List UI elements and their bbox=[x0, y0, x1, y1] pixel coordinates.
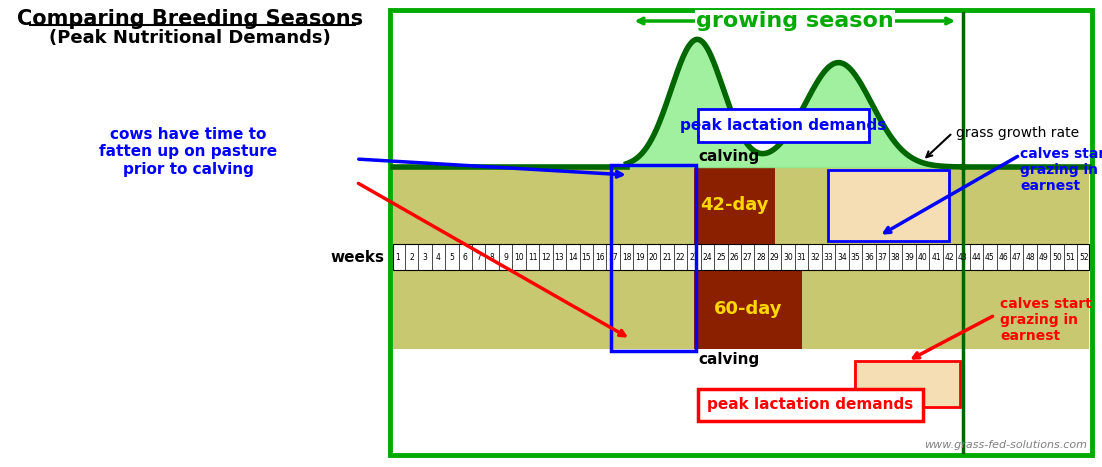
Text: 33: 33 bbox=[823, 253, 833, 262]
Text: grass growth rate: grass growth rate bbox=[955, 126, 1079, 140]
Text: 32: 32 bbox=[810, 253, 820, 262]
Bar bbox=[393, 257, 1089, 349]
Text: 52: 52 bbox=[1079, 253, 1089, 262]
Text: calving: calving bbox=[698, 352, 759, 367]
Text: 10: 10 bbox=[515, 253, 523, 262]
Text: 3: 3 bbox=[422, 253, 428, 262]
Text: 28: 28 bbox=[756, 253, 766, 262]
Bar bbox=[612, 165, 696, 351]
Text: 40: 40 bbox=[918, 253, 928, 262]
Text: 9: 9 bbox=[504, 253, 508, 262]
Text: 12: 12 bbox=[541, 253, 551, 262]
Text: 47: 47 bbox=[1012, 253, 1022, 262]
Text: 46: 46 bbox=[998, 253, 1008, 262]
Text: cows have time to
fatten up on pasture
prior to calving: cows have time to fatten up on pasture p… bbox=[99, 127, 277, 177]
Text: 23: 23 bbox=[689, 253, 699, 262]
Text: 42-day: 42-day bbox=[700, 197, 768, 214]
Bar bbox=[694, 270, 801, 349]
Text: 8: 8 bbox=[489, 253, 495, 262]
Text: 38: 38 bbox=[890, 253, 900, 262]
Text: peak lactation demands: peak lactation demands bbox=[680, 118, 886, 133]
Text: 26: 26 bbox=[730, 253, 739, 262]
Text: 6: 6 bbox=[463, 253, 467, 262]
Text: calves start
grazing in
earnest: calves start grazing in earnest bbox=[1020, 147, 1102, 193]
Text: 5: 5 bbox=[450, 253, 454, 262]
Text: 36: 36 bbox=[864, 253, 874, 262]
Text: 48: 48 bbox=[1025, 253, 1035, 262]
Text: 43: 43 bbox=[958, 253, 968, 262]
Text: 34: 34 bbox=[838, 253, 846, 262]
Text: 49: 49 bbox=[1039, 253, 1048, 262]
Text: 25: 25 bbox=[716, 253, 725, 262]
Text: peak lactation demands: peak lactation demands bbox=[707, 397, 914, 412]
Bar bbox=[694, 167, 775, 244]
Text: 42: 42 bbox=[944, 253, 954, 262]
Text: 1: 1 bbox=[396, 253, 400, 262]
Text: 29: 29 bbox=[770, 253, 779, 262]
Text: 7: 7 bbox=[476, 253, 482, 262]
Text: 60-day: 60-day bbox=[713, 300, 782, 318]
Text: 13: 13 bbox=[554, 253, 564, 262]
Text: calves start
grazing in
earnest: calves start grazing in earnest bbox=[1000, 297, 1092, 343]
Text: 18: 18 bbox=[622, 253, 631, 262]
Text: 21: 21 bbox=[662, 253, 672, 262]
Text: 11: 11 bbox=[528, 253, 538, 262]
Text: 51: 51 bbox=[1066, 253, 1076, 262]
Text: 45: 45 bbox=[985, 253, 995, 262]
Text: 30: 30 bbox=[784, 253, 793, 262]
Text: 24: 24 bbox=[703, 253, 712, 262]
Text: 31: 31 bbox=[797, 253, 807, 262]
Text: 19: 19 bbox=[636, 253, 645, 262]
Text: 14: 14 bbox=[568, 253, 577, 262]
Bar bbox=[698, 389, 922, 421]
Text: calving: calving bbox=[698, 149, 759, 164]
Text: (Peak Nutritional Demands): (Peak Nutritional Demands) bbox=[50, 29, 331, 47]
Text: 2: 2 bbox=[409, 253, 414, 262]
Text: 41: 41 bbox=[931, 253, 941, 262]
Text: 44: 44 bbox=[972, 253, 981, 262]
Text: 15: 15 bbox=[582, 253, 591, 262]
Bar bbox=[829, 170, 950, 241]
Text: Comparing Breeding Seasons: Comparing Breeding Seasons bbox=[17, 9, 363, 29]
Text: weeks: weeks bbox=[329, 249, 383, 264]
Text: growing season: growing season bbox=[696, 11, 894, 31]
Text: www.grass-fed-solutions.com: www.grass-fed-solutions.com bbox=[923, 440, 1087, 450]
Text: 22: 22 bbox=[676, 253, 685, 262]
Bar bbox=[390, 10, 1092, 455]
Bar bbox=[393, 167, 1089, 257]
Text: 35: 35 bbox=[851, 253, 861, 262]
Bar bbox=[698, 109, 868, 142]
Bar bbox=[855, 361, 960, 407]
Text: 50: 50 bbox=[1052, 253, 1062, 262]
Text: 20: 20 bbox=[649, 253, 658, 262]
Bar bbox=[393, 244, 1089, 270]
Text: 37: 37 bbox=[877, 253, 887, 262]
Text: 27: 27 bbox=[743, 253, 753, 262]
Text: 39: 39 bbox=[905, 253, 914, 262]
Text: 17: 17 bbox=[608, 253, 618, 262]
Text: 16: 16 bbox=[595, 253, 605, 262]
Text: 4: 4 bbox=[436, 253, 441, 262]
